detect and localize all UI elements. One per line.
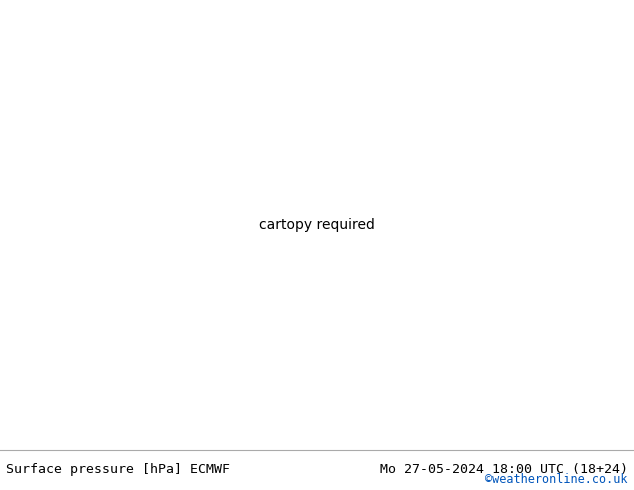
Text: Surface pressure [hPa] ECMWF: Surface pressure [hPa] ECMWF [6, 463, 230, 476]
Text: ©weatheronline.co.uk: ©weatheronline.co.uk [485, 473, 628, 486]
Text: cartopy required: cartopy required [259, 219, 375, 232]
Text: Mo 27-05-2024 18:00 UTC (18+24): Mo 27-05-2024 18:00 UTC (18+24) [380, 463, 628, 476]
